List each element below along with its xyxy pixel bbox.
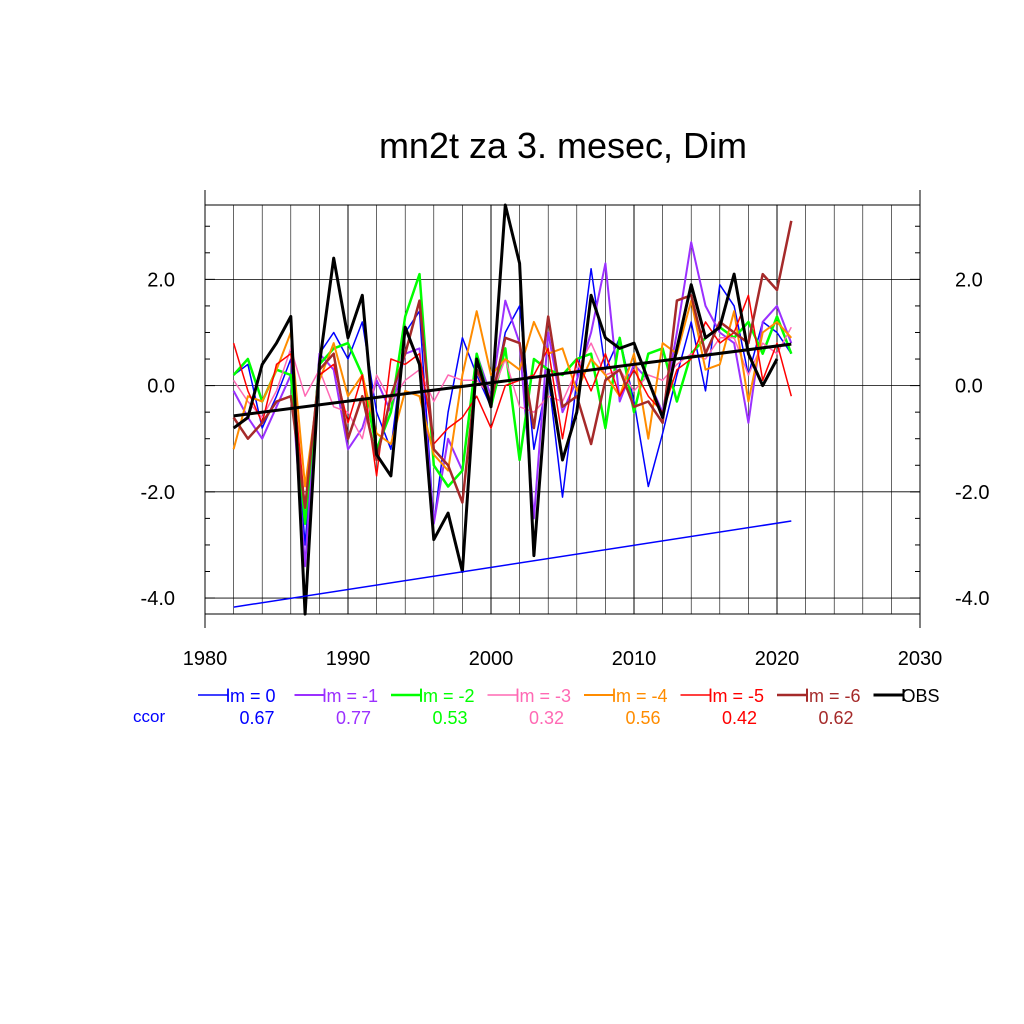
- y-tick-label: 0.0: [147, 376, 175, 398]
- x-tick-label: 1990: [326, 648, 371, 670]
- legend-label: lm = 0: [226, 686, 276, 706]
- ccor-value: 0.32: [529, 708, 564, 728]
- tick-labels: 2.0 2.0 0.0 0.0 -2.0 -2.0 -4.0 -4.0 1980 1990 2000…: [141, 269, 990, 670]
- ccor-label: ccor: [133, 707, 165, 726]
- y-tick-label: -2.0: [141, 482, 175, 504]
- x-tick-label: 2030: [898, 648, 943, 670]
- trend-line: [233, 342, 792, 418]
- ccor-value: 0.62: [818, 708, 853, 728]
- legend-label: lm = -2: [419, 686, 475, 706]
- legend-label: lm = -4: [612, 686, 668, 706]
- legend-label: OBS: [902, 686, 940, 706]
- x-tick-label: 1980: [183, 648, 228, 670]
- ccor-value: 0.77: [336, 708, 371, 728]
- ccor-value: 0.42: [722, 708, 757, 728]
- y-tick-label: -4.0: [141, 588, 175, 610]
- series-line: [232, 220, 793, 510]
- x-tick-label: 2000: [469, 648, 514, 670]
- x-tick-label: 2010: [612, 648, 657, 670]
- series-line: [232, 294, 793, 509]
- ccor-value: 0.56: [625, 708, 660, 728]
- series-line: [232, 272, 793, 525]
- ccor-value: 0.53: [432, 708, 467, 728]
- plot-frame: [204, 190, 921, 628]
- legend-label: lm = -3: [516, 686, 572, 706]
- legend-label: lm = -6: [805, 686, 861, 706]
- y-tick-label: 2.0: [147, 269, 175, 291]
- y-tick-label-right: 0.0: [955, 376, 983, 398]
- y-tick-label-right: -2.0: [955, 482, 989, 504]
- ccor-value: 0.67: [239, 708, 274, 728]
- trend-line: [233, 520, 792, 608]
- legend-label: lm = -5: [709, 686, 765, 706]
- chart-title: mn2t za 3. mesec, Dim: [379, 125, 747, 166]
- legend-label: lm = -1: [323, 686, 379, 706]
- y-tick-label-right: -4.0: [955, 588, 989, 610]
- series-lines: [232, 203, 793, 616]
- x-tick-label: 2020: [755, 648, 800, 670]
- y-tick-label-right: 2.0: [955, 269, 983, 291]
